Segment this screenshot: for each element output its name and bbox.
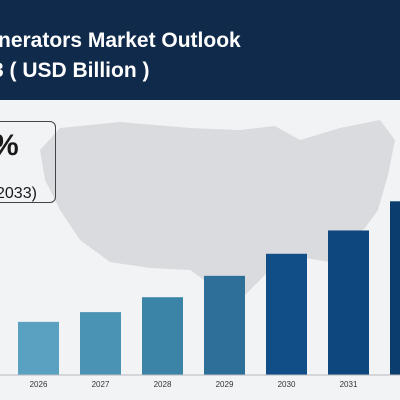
bar-2031: [328, 230, 369, 375]
bars-group: [18, 201, 400, 375]
bar-2027: [80, 312, 121, 375]
bar-2028: [142, 297, 183, 375]
bar-2030: [266, 253, 307, 375]
bar-item-7: [390, 201, 400, 375]
x-tick-label: 2026: [30, 380, 48, 389]
chart-title-line-2: 3 ( USD Billion ): [0, 59, 150, 82]
x-tick-label: 2028: [154, 380, 172, 389]
bar-2029: [204, 275, 245, 375]
cagr-callout-box: [0, 121, 56, 203]
cagr-period: 2033): [0, 185, 37, 202]
cagr-value: %: [0, 129, 19, 163]
bar-2026: [18, 321, 59, 375]
x-tick-label: 2030: [278, 380, 296, 389]
x-tick-label: 2031: [340, 380, 358, 389]
tick-labels: 2026 2027 2028 2029 2030 2031: [30, 380, 358, 389]
x-tick-label: 2029: [216, 380, 234, 389]
chart-title-line-1: nerators Market Outlook: [0, 29, 241, 52]
x-tick-label: 2027: [92, 380, 110, 389]
header-banner: nerators Market Outlook 3 ( USD Billion …: [0, 0, 400, 100]
